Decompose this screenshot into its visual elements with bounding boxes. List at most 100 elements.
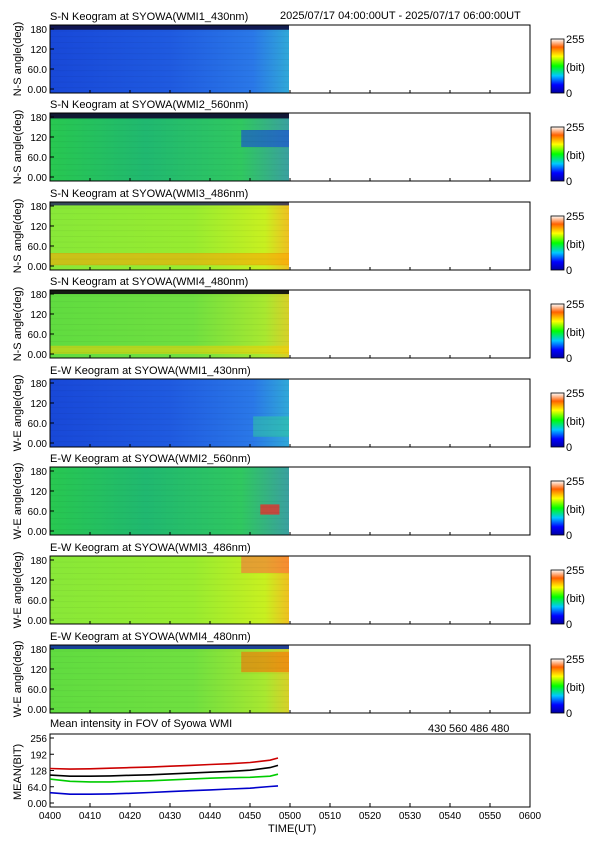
plot-ytick-label: 0.00 bbox=[28, 799, 48, 810]
plot-ytick-label: 128 bbox=[30, 767, 47, 778]
keogram-ytick-label: 180 bbox=[30, 379, 47, 390]
keogram-stripe bbox=[50, 673, 289, 675]
keogram-stripe bbox=[50, 518, 289, 519]
keogram-stripe bbox=[50, 224, 289, 226]
colorbar-min-label: 0 bbox=[566, 442, 572, 454]
keogram-panel: E-W Keogram at SYOWA(WMI1_430nm)180 120 60… bbox=[12, 365, 585, 454]
keogram-stripe bbox=[50, 396, 289, 397]
keogram-stripe bbox=[50, 346, 289, 348]
keogram-ytick-label: 120 bbox=[30, 222, 47, 233]
chart-title: Mean intensity in FOV of Syowa WMI bbox=[50, 718, 232, 730]
keogram-stripe bbox=[50, 618, 289, 620]
keogram-feature bbox=[241, 556, 289, 573]
keogram-stripe bbox=[50, 247, 289, 249]
keogram-ytick-label: 180 bbox=[30, 202, 47, 213]
keogram-title: S-N Keogram at SYOWA(WMI2_560nm) bbox=[50, 99, 248, 111]
colorbar-min-label: 0 bbox=[566, 619, 572, 631]
keogram-ylabel: N-S angle(deg) bbox=[12, 287, 24, 362]
keogram-stripe bbox=[50, 213, 289, 215]
keogram-image bbox=[50, 467, 289, 535]
plot-xtick-label: 0600 bbox=[519, 811, 542, 822]
keogram-title: E-W Keogram at SYOWA(WMI2_560nm) bbox=[50, 453, 251, 465]
plot-ytick-label: 256 bbox=[30, 734, 47, 745]
keogram-stripe bbox=[50, 607, 289, 608]
colorbar-max-label: 255 bbox=[566, 654, 584, 666]
plot-xtick-label: 0420 bbox=[119, 811, 142, 822]
keogram-stripe bbox=[50, 329, 289, 331]
keogram-title: E-W Keogram at SYOWA(WMI3_486nm) bbox=[50, 542, 251, 554]
plot-ytick-label: 192 bbox=[30, 750, 47, 761]
keogram-ytick-label: 60.0 bbox=[28, 685, 48, 696]
keogram-title: E-W Keogram at SYOWA(WMI4_480nm) bbox=[50, 631, 251, 643]
keogram-ytick-label: 180 bbox=[30, 556, 47, 567]
keogram-stripe bbox=[50, 612, 289, 614]
keogram-stripe bbox=[50, 512, 289, 514]
keogram-stripe bbox=[50, 207, 289, 209]
keogram-stripe bbox=[50, 667, 289, 669]
colorbar-unit-label: (bit) bbox=[566, 327, 585, 339]
keogram-stripe bbox=[50, 301, 289, 303]
keogram-stripe bbox=[50, 307, 289, 308]
keogram-panel: E-W Keogram at SYOWA(WMI4_480nm)180 120 60… bbox=[12, 631, 585, 720]
keogram-ytick-label: 120 bbox=[30, 45, 47, 56]
keogram-stripe bbox=[50, 506, 289, 508]
keogram-stripe bbox=[50, 590, 289, 591]
keogram-ytick-label: 60.0 bbox=[28, 153, 48, 164]
keogram-ytick-label: 120 bbox=[30, 576, 47, 587]
keogram-stripe bbox=[50, 684, 289, 686]
plot-xtick-label: 0500 bbox=[279, 811, 302, 822]
keogram-stripe bbox=[50, 441, 289, 443]
keogram-ytick-label: 120 bbox=[30, 310, 47, 321]
keogram-stripe bbox=[50, 47, 289, 49]
keogram-stripe bbox=[50, 690, 289, 692]
keogram-title: E-W Keogram at SYOWA(WMI1_430nm) bbox=[50, 365, 251, 377]
keogram-stripe bbox=[50, 175, 289, 177]
keogram-image bbox=[50, 379, 289, 447]
keogram-title: S-N Keogram at SYOWA(WMI4_480nm) bbox=[50, 276, 248, 288]
plot-xtick-label: 0440 bbox=[199, 811, 222, 822]
colorbar-max-label: 255 bbox=[566, 211, 584, 223]
keogram-ytick-label: 180 bbox=[30, 113, 47, 124]
keogram-stripe bbox=[50, 318, 289, 320]
keogram-stripe bbox=[50, 478, 289, 480]
time-range-header: 2025/07/17 04:00:00UT - 2025/07/17 06:00… bbox=[280, 10, 521, 22]
keogram-ylabel: W-E angle(deg) bbox=[12, 641, 24, 718]
keogram-stripe bbox=[50, 484, 289, 485]
keogram-image bbox=[50, 25, 289, 93]
colorbar-min-label: 0 bbox=[566, 265, 572, 277]
keogram-stripe bbox=[50, 312, 289, 314]
keogram-stripe bbox=[50, 335, 289, 337]
keogram-feature bbox=[260, 504, 280, 515]
keogram-stripe bbox=[50, 407, 289, 409]
keogram-stripe bbox=[50, 472, 289, 474]
colorbar bbox=[550, 215, 565, 271]
keogram-feature bbox=[50, 25, 289, 30]
colorbar bbox=[550, 303, 565, 359]
colorbar bbox=[550, 392, 565, 448]
keogram-stripe bbox=[50, 489, 289, 491]
plot-xtick-label: 0400 bbox=[39, 811, 62, 822]
keogram-stripe bbox=[50, 696, 289, 697]
keogram-ytick-label: 60.0 bbox=[28, 242, 48, 253]
keogram-ylabel: W-E angle(deg) bbox=[12, 552, 24, 629]
keogram-feature bbox=[50, 253, 289, 266]
keogram-stripe bbox=[50, 384, 289, 386]
keogram-stripe bbox=[50, 430, 289, 431]
colorbar-max-label: 255 bbox=[566, 122, 584, 134]
series-line-560 bbox=[49, 773, 279, 783]
colorbar-min-label: 0 bbox=[566, 708, 572, 720]
keogram-ytick-label: 0.00 bbox=[28, 173, 48, 184]
keogram-stripe bbox=[50, 130, 289, 131]
keogram-stripe bbox=[50, 324, 289, 325]
plot-xtick-label: 0540 bbox=[439, 811, 462, 822]
keogram-stripe bbox=[50, 42, 289, 43]
keogram-stripe bbox=[50, 59, 289, 60]
keogram-stripe bbox=[50, 236, 289, 237]
keogram-stripe bbox=[50, 561, 289, 563]
keogram-ytick-label: 180 bbox=[30, 645, 47, 656]
keogram-stripe bbox=[50, 70, 289, 72]
keogram-feature bbox=[241, 651, 289, 673]
keogram-ytick-label: 120 bbox=[30, 133, 47, 144]
keogram-ytick-label: 180 bbox=[30, 467, 47, 478]
keogram-stripe bbox=[50, 230, 289, 232]
